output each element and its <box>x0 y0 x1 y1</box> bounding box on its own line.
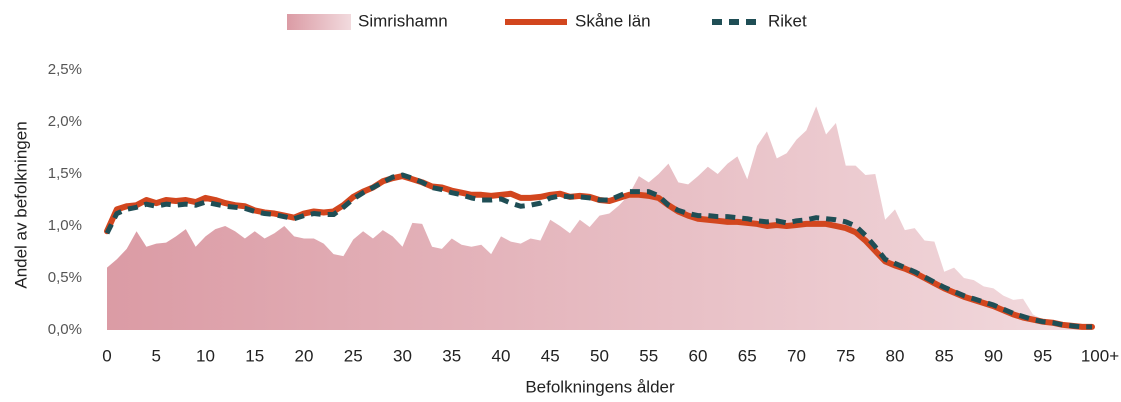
legend-label: Simrishamn <box>358 11 448 30</box>
x-tick-label: 5 <box>152 346 161 365</box>
x-tick-label: 30 <box>393 346 412 365</box>
y-tick-label: 0,5% <box>48 269 82 286</box>
y-tick-label: 0,0% <box>48 321 82 338</box>
y-tick-label: 1,0% <box>48 217 82 234</box>
x-tick-label: 75 <box>836 346 855 365</box>
x-axis-title: Befolkningens ålder <box>525 377 675 396</box>
y-tick-label: 1,5% <box>48 165 82 182</box>
x-tick-label: 50 <box>590 346 609 365</box>
x-tick-label: 35 <box>442 346 461 365</box>
x-tick-label: 60 <box>689 346 708 365</box>
x-tick-label: 10 <box>196 346 215 365</box>
x-tick-label: 15 <box>245 346 264 365</box>
x-tick-label: 55 <box>639 346 658 365</box>
x-tick-label: 20 <box>295 346 314 365</box>
area <box>107 106 1092 331</box>
x-tick-label: 40 <box>492 346 511 365</box>
x-tick-label: 95 <box>1033 346 1052 365</box>
x-tick-label: 0 <box>102 346 111 365</box>
x-tick-label: 25 <box>344 346 363 365</box>
legend-label: Skåne län <box>575 11 651 30</box>
x-tick-label: 90 <box>984 346 1003 365</box>
legend-label: Riket <box>768 11 807 30</box>
x-tick-label: 85 <box>935 346 954 365</box>
x-tick-label: 45 <box>541 346 560 365</box>
legend-swatch <box>287 14 351 30</box>
x-tick-label: 80 <box>886 346 905 365</box>
x-tick-label: 70 <box>787 346 806 365</box>
x-tick-label: 65 <box>738 346 757 365</box>
line <box>104 172 1092 330</box>
x-tick-label: 100+ <box>1081 346 1119 365</box>
y-axis-title: Andel av befolkningen <box>11 121 30 288</box>
y-tick-label: 2,5% <box>48 61 82 78</box>
y-tick-label: 2,0% <box>48 113 82 130</box>
